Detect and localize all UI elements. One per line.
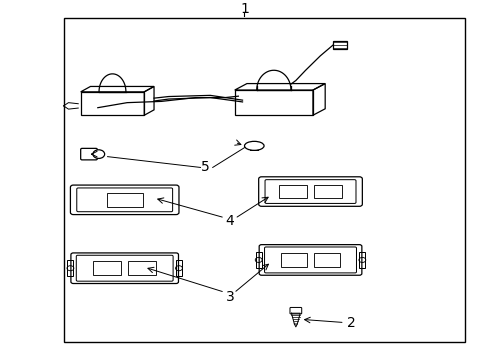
Bar <box>314 185 341 198</box>
Bar <box>279 185 306 198</box>
Bar <box>67 260 73 276</box>
Circle shape <box>93 150 104 158</box>
Bar <box>332 41 346 49</box>
Text: 1: 1 <box>240 2 248 16</box>
Bar <box>313 253 340 267</box>
Bar <box>255 252 261 268</box>
Text: 2: 2 <box>346 316 355 329</box>
Bar <box>280 253 306 267</box>
Text: 4: 4 <box>225 215 234 229</box>
Text: 3: 3 <box>225 290 234 304</box>
Bar <box>176 260 182 276</box>
FancyBboxPatch shape <box>81 148 97 160</box>
Bar <box>106 193 142 207</box>
Bar <box>359 252 365 268</box>
Bar <box>128 261 156 275</box>
Text: 5: 5 <box>201 161 209 175</box>
Bar <box>93 261 121 275</box>
Bar <box>63 18 464 342</box>
Ellipse shape <box>244 141 264 150</box>
